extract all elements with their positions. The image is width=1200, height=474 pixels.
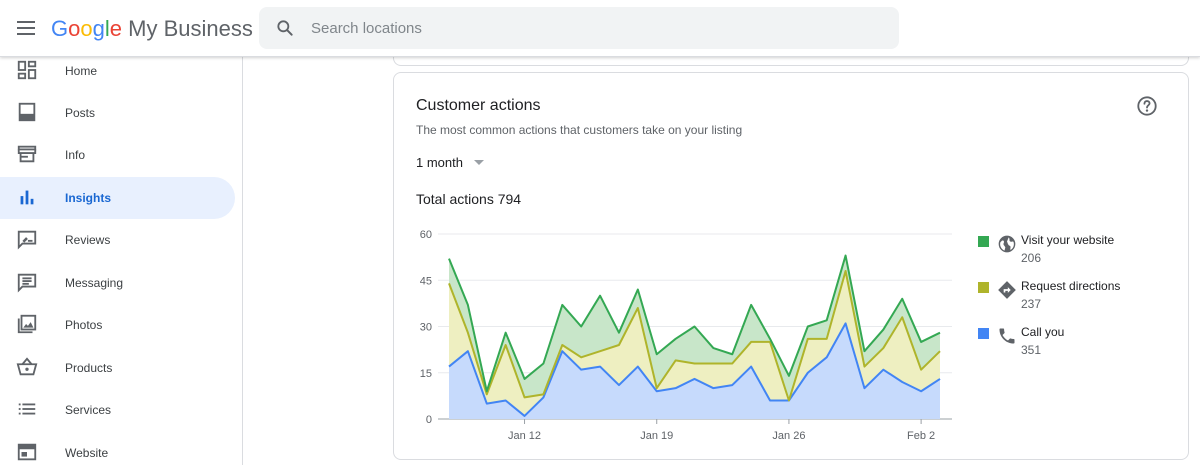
directions-icon bbox=[998, 281, 1016, 299]
phone-icon bbox=[999, 328, 1015, 344]
area-call-you bbox=[449, 323, 940, 419]
rate-review-icon bbox=[17, 230, 37, 250]
main-menu-button[interactable] bbox=[10, 12, 42, 44]
web-icon bbox=[17, 443, 37, 461]
x-tick-label: Jan 19 bbox=[640, 430, 673, 442]
y-tick-label: 0 bbox=[426, 414, 432, 426]
product-name: My Business bbox=[128, 16, 253, 41]
sidebar-item-reviews[interactable]: Reviews bbox=[0, 219, 235, 261]
x-tick-label: Feb 2 bbox=[907, 430, 935, 442]
sidebar-item-info[interactable]: Info bbox=[0, 134, 235, 176]
line-request-directions bbox=[448, 270, 941, 402]
legend-name: Call you bbox=[1021, 325, 1065, 339]
legend-value: 351 bbox=[1021, 343, 1042, 357]
legend-value: 237 bbox=[1021, 297, 1042, 311]
legend-swatch bbox=[978, 236, 989, 247]
search-bar bbox=[259, 7, 899, 49]
sidebar-item-label: Home bbox=[65, 64, 98, 78]
customer-actions-chart: 0 15 30 45 60 Jan 12 Jan 19 Jan 26 Feb 2 bbox=[420, 229, 952, 442]
legend-value: 206 bbox=[1021, 251, 1042, 265]
message-icon bbox=[17, 273, 37, 293]
photo-icon bbox=[17, 314, 37, 334]
help-icon[interactable] bbox=[1136, 95, 1158, 117]
y-tick-label: 15 bbox=[420, 368, 432, 380]
dropdown-arrow-icon bbox=[473, 159, 484, 165]
sidebar-item-label: Posts bbox=[65, 106, 96, 120]
basket-icon bbox=[16, 357, 38, 376]
posts-icon bbox=[18, 102, 36, 122]
sidebar-item-messaging[interactable]: Messaging bbox=[0, 262, 235, 304]
google-my-business-logo[interactable]: Google My Business bbox=[51, 16, 253, 41]
y-tick-label: 45 bbox=[420, 275, 432, 287]
x-tick-label: Jan 26 bbox=[772, 430, 805, 442]
sidebar-item-products[interactable]: Products bbox=[0, 347, 235, 389]
legend-name: Request directions bbox=[1021, 279, 1121, 293]
sidebar-item-label: Products bbox=[65, 361, 113, 375]
sidebar-item-label: Website bbox=[65, 446, 109, 460]
hamburger-icon bbox=[17, 21, 35, 35]
total-actions: Total actions 794 bbox=[416, 191, 522, 207]
legend-swatch bbox=[978, 328, 989, 339]
sidebar-item-posts[interactable]: Posts bbox=[0, 92, 235, 134]
list-icon bbox=[18, 403, 36, 415]
y-tick-label: 30 bbox=[420, 322, 432, 334]
sidebar-item-website[interactable]: Website bbox=[0, 432, 235, 474]
sidebar-item-label: Insights bbox=[65, 191, 112, 205]
sidebar-item-label: Reviews bbox=[65, 233, 111, 247]
sidebar-item-label: Photos bbox=[65, 318, 103, 332]
customer-actions-card: Customer actions The most common actions… bbox=[393, 72, 1189, 460]
search-input[interactable] bbox=[311, 7, 871, 49]
card-subtitle: The most common actions that customers t… bbox=[416, 123, 743, 137]
legend-swatch bbox=[978, 282, 989, 293]
previous-card bbox=[393, 50, 1189, 66]
globe-icon bbox=[998, 235, 1016, 253]
sidebar-item-label: Info bbox=[65, 148, 86, 162]
search-icon[interactable] bbox=[275, 18, 295, 38]
x-tick-label: Jan 12 bbox=[508, 430, 541, 442]
legend-name: Visit your website bbox=[1021, 233, 1115, 247]
y-tick-label: 60 bbox=[420, 229, 432, 241]
area-visit-your-website bbox=[449, 255, 940, 401]
sidebar-item-photos[interactable]: Photos bbox=[0, 304, 235, 346]
sidebar-item-label: Messaging bbox=[65, 276, 124, 290]
sidebar-nav: Home Posts Info Insights Reviews Messagi… bbox=[0, 57, 243, 465]
card-title: Customer actions bbox=[416, 97, 541, 114]
sidebar-item-insights[interactable]: Insights bbox=[0, 177, 235, 219]
sidebar-item-label: Services bbox=[65, 403, 112, 417]
period-dropdown[interactable]: 1 month bbox=[416, 155, 485, 170]
period-value: 1 month bbox=[416, 155, 463, 170]
top-app-bar: Google My Business bbox=[0, 0, 1200, 57]
dashboard-icon bbox=[17, 60, 37, 80]
line-visit-your-website bbox=[448, 254, 941, 393]
line-call-you bbox=[448, 322, 941, 417]
sidebar-item-services[interactable]: Services bbox=[0, 389, 235, 431]
sidebar-item-home[interactable]: Home bbox=[0, 50, 235, 92]
bar-chart-icon bbox=[20, 190, 34, 205]
storefront-icon bbox=[17, 145, 37, 163]
